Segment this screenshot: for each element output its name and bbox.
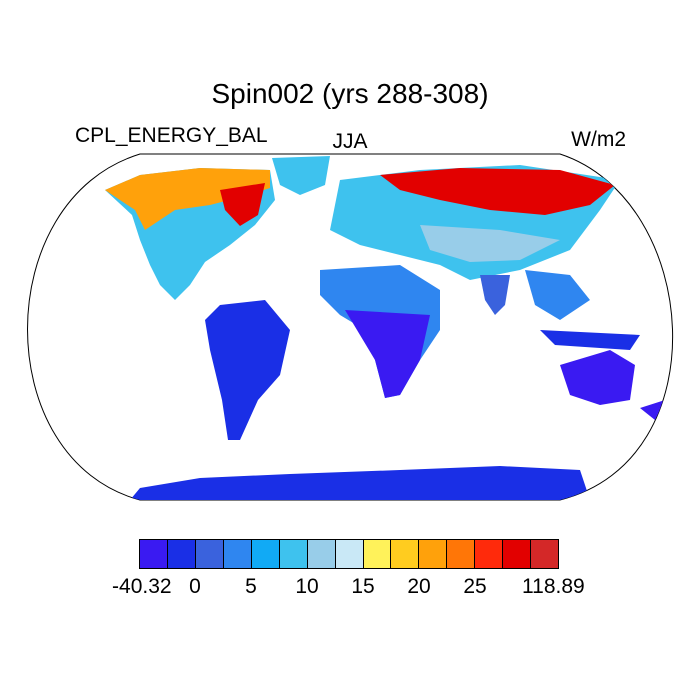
colorbar-tick-label: 25 [463, 575, 487, 598]
colorbar-box [251, 540, 280, 568]
colorbar-box [167, 540, 196, 568]
north-america-north [105, 168, 270, 230]
units-label: W/m2 [571, 128, 626, 151]
plot-title: Spin002 (yrs 288-308) [211, 78, 489, 109]
colorbar-box [307, 540, 336, 568]
colorbar-tick-label: 118.89 [522, 575, 585, 598]
colorbar [139, 539, 559, 569]
colorbar-tick-label: 20 [407, 575, 431, 598]
colorbar-box [223, 540, 252, 568]
colorbar-tick-label: 5 [245, 575, 257, 598]
greenland [272, 156, 330, 195]
australia [560, 350, 635, 405]
colorbar-tick-label: 15 [351, 575, 375, 598]
colorbar-box [419, 540, 448, 568]
colorbar-box [140, 540, 168, 568]
africa-south [345, 310, 430, 398]
colorbar-box [447, 540, 476, 568]
colorbar-tick-label: -40.32 [112, 575, 172, 598]
colorbar-box [363, 540, 392, 568]
colorbar-box [195, 540, 224, 568]
colorbar-box [531, 540, 559, 568]
variable-label: CPL_ENERGY_BAL [75, 124, 268, 147]
colorbar-box [335, 540, 364, 568]
colorbar-box [503, 540, 532, 568]
colorbar-tick-label: 0 [189, 575, 201, 598]
indonesia [540, 330, 640, 350]
india [480, 275, 510, 315]
season-label: JJA [332, 130, 368, 153]
colorbar-box [279, 540, 308, 568]
se-asia [525, 270, 590, 320]
world-map [27, 153, 673, 501]
canada-hot [220, 183, 265, 226]
antarctica [130, 466, 590, 500]
south-america [205, 300, 290, 440]
colorbar-box [475, 540, 504, 568]
new-zealand [640, 400, 665, 420]
siberia-hot [380, 168, 615, 215]
central-asia-light [420, 225, 560, 262]
colorbar-tick-label: 10 [295, 575, 319, 598]
colorbar-box [391, 540, 420, 568]
